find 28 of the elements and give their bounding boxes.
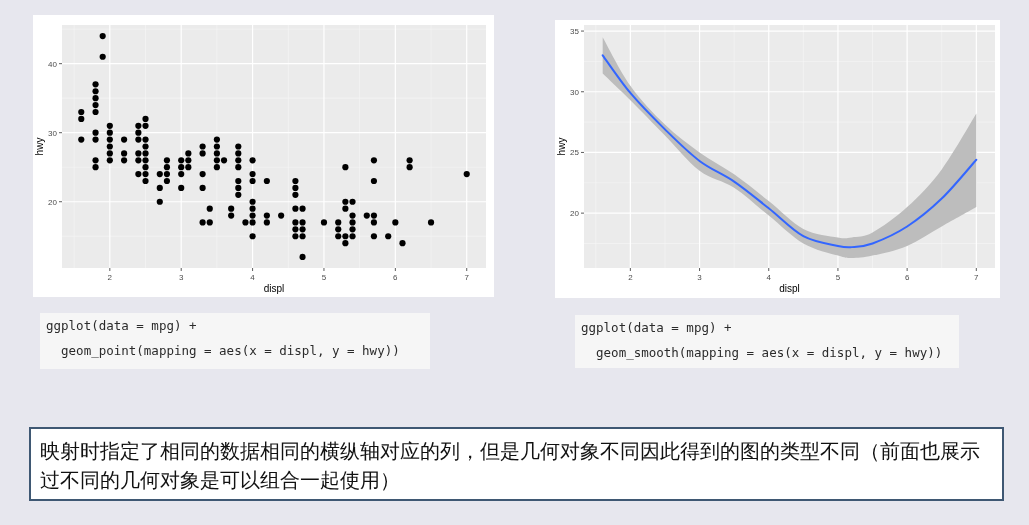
x-tick-label: 4 (250, 273, 256, 282)
y-tick-label: 20 (570, 209, 580, 219)
x-axis-title: displ (779, 283, 800, 294)
x-tick-label: 5 (321, 273, 327, 282)
x-tick-label: 7 (974, 273, 980, 282)
y-tick-label: 35 (570, 27, 580, 37)
text: geom_smooth(mapping = aes(x = displ, y = hwy)) (581, 345, 943, 360)
y-axis-title: hwy (34, 137, 45, 156)
x-tick-label: 7 (464, 273, 470, 282)
x-tick-label: 3 (178, 273, 184, 282)
x-tick-label: 6 (393, 273, 399, 282)
x-tick-label: 5 (835, 273, 841, 282)
x-tick-label: 6 (904, 273, 910, 282)
text: geom_point(mapping = aes(x = displ, y = hwy)) (46, 343, 400, 358)
x-tick-label: 3 (697, 273, 703, 282)
x-tick-label: 4 (766, 273, 772, 282)
x-tick-label: 2 (107, 273, 113, 282)
text: 映射时指定了相同的数据相同的横纵轴对应的列，但是几何对象不同因此得到的图的类型不同（前面也展示过不同的几何对象是可以组合一起使用） (40, 440, 980, 491)
x-tick-label: 2 (628, 273, 634, 282)
y-axis-title: hwy (556, 137, 567, 156)
y-tick-label: 20 (48, 197, 58, 207)
text: ggplot(data = mpg) + (46, 318, 197, 333)
y-tick-label: 30 (570, 87, 580, 97)
x-axis-title: displ (263, 283, 285, 294)
text: ggplot(data = mpg) + (581, 320, 732, 335)
y-tick-label: 40 (48, 59, 58, 69)
y-tick-label: 30 (48, 128, 58, 138)
y-tick-label: 25 (570, 148, 580, 158)
